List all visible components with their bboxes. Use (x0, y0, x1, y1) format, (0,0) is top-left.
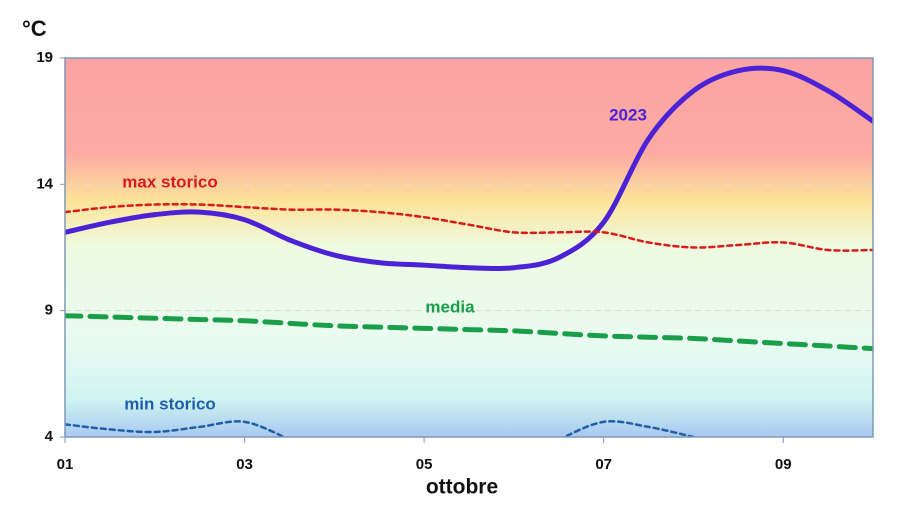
series-label: 2023 (609, 105, 647, 124)
lines (65, 65, 873, 437)
series-line (65, 202, 873, 252)
series-label: max storico (122, 172, 217, 191)
series-label: media (425, 297, 475, 316)
y-axis-label: °C (22, 16, 47, 41)
y-tick-label: 14 (36, 175, 53, 192)
series-line (65, 65, 873, 272)
x-tick-label: 05 (416, 456, 433, 473)
plot-border (64, 57, 874, 438)
x-tick-label: 09 (775, 456, 792, 473)
y-tick-label: 9 (45, 302, 53, 319)
x-tick-label: 07 (595, 456, 612, 473)
y-tick-label: 4 (45, 428, 54, 445)
series-label: min storico (124, 394, 216, 413)
series-line (561, 420, 695, 437)
series-line (65, 313, 873, 352)
x-tick-label: 03 (236, 456, 253, 473)
labels: 4 9 14 19 01 03 05 07 09 2023 max storico media min … (36, 49, 791, 473)
plot-background (65, 58, 873, 437)
series-line (65, 420, 287, 437)
x-axis-label: ottobre (426, 476, 498, 499)
x-tick-label: 01 (57, 456, 74, 473)
y-tick-label: 19 (36, 49, 53, 66)
